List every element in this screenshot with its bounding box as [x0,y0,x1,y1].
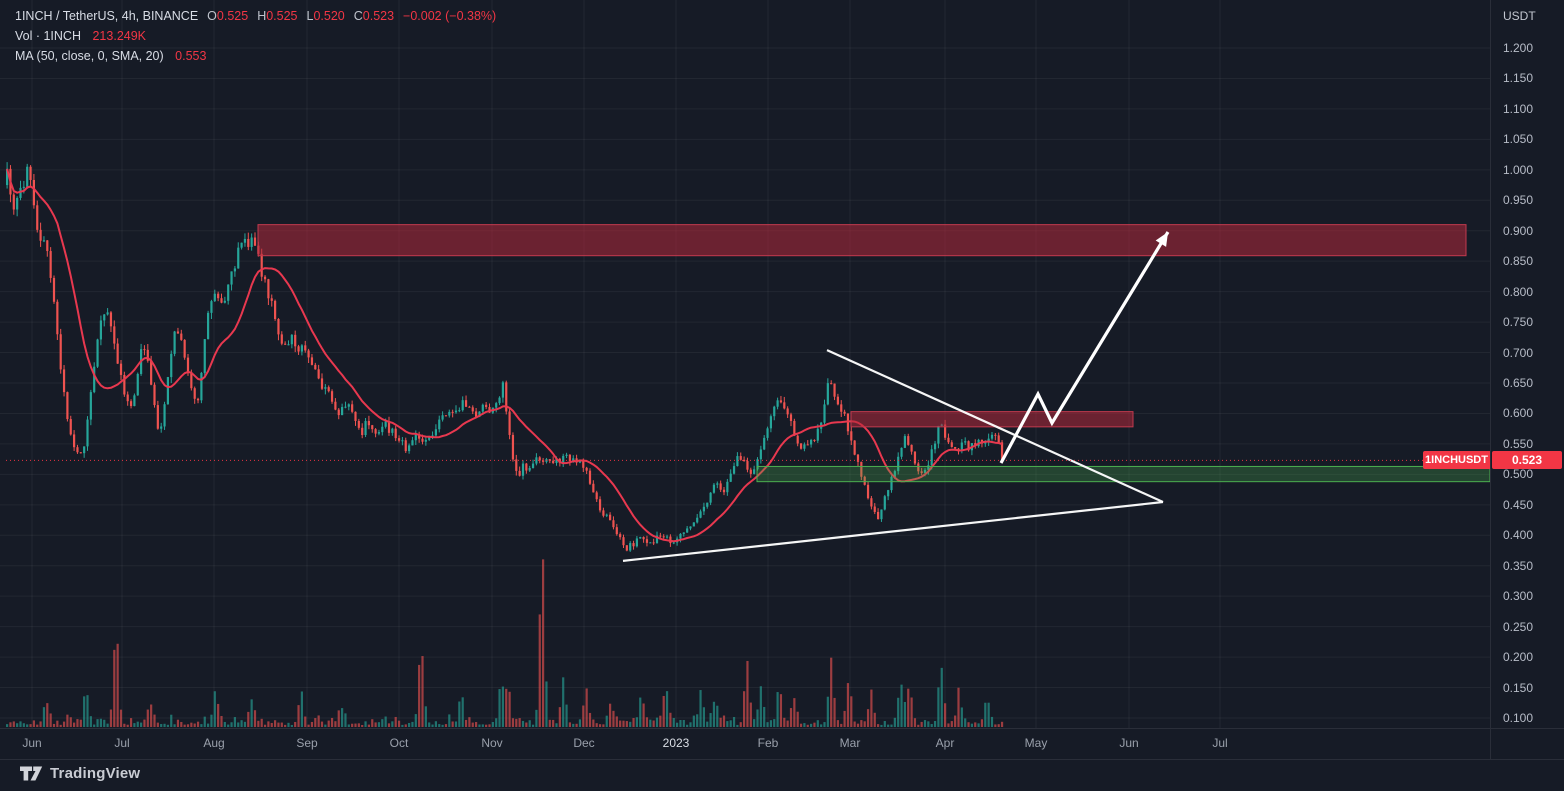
volume-value: 213.249K [92,29,147,43]
ma-indicator-label[interactable]: MA (50, close, 0, SMA, 20) [15,49,164,63]
price-axis-label: 0.400 [1503,528,1534,543]
ma-50-line [6,168,1003,543]
descending-trendline[interactable] [826,349,1164,504]
price-axis-label: 0.450 [1503,497,1534,512]
price-axis-label: 0.500 [1503,467,1534,482]
candles [6,162,1004,552]
legend-volume-row: Vol · 1INCH 213.249K [15,28,496,45]
price-axis-label: 0.200 [1503,650,1534,665]
price-axis-label: 1.000 [1503,162,1534,177]
time-axis-label-feb: Feb [757,736,779,750]
price-axis-label: 0.150 [1503,680,1534,695]
price-axis-label: 0.300 [1503,589,1534,604]
price-axis-label: 0.700 [1503,345,1534,360]
supply-demand-zones [257,224,1491,483]
time-axis-label-aug: Aug [203,736,225,750]
price-axis-label: 1.100 [1503,101,1534,116]
time-axis-label-jun: Jun [1119,736,1139,750]
ascending-trendline[interactable] [622,500,1164,562]
price-axis-label: 0.900 [1503,223,1534,238]
time-axis-label-apr: Apr [935,736,955,750]
demand-zone[interactable] [756,465,1491,483]
ohlc-close-value: 0.523 [362,9,395,23]
price-axis-label: 0.550 [1503,436,1534,451]
last-price-badge: 0.523 [1492,451,1562,469]
grid-lines [0,0,1490,728]
time-axis-label-dec: Dec [573,736,595,750]
price-axis-label: 0.800 [1503,284,1534,299]
ohlc-close-key: C [353,9,363,23]
ohlc-open-key: O [207,9,217,23]
price-axis-label: 1.150 [1503,71,1534,86]
legend-symbol-row: 1INCH / TetherUS, 4h, BINANCE O0.525 H0.52… [15,8,496,25]
price-axis-label: 0.850 [1503,254,1534,269]
price-axis-label: 0.100 [1503,711,1534,725]
projection-arrow[interactable] [999,231,1170,464]
symbol-title[interactable]: 1INCH / TetherUS, 4h, BINANCE [15,9,199,23]
price-axis-label: 0.600 [1503,406,1534,421]
projection-arrow-head [1155,232,1168,247]
time-axis-label-2023: 2023 [662,736,690,750]
price-axis-label: 0.650 [1503,376,1534,390]
legend-ma-row: MA (50, close, 0, SMA, 20) 0.553 [15,48,496,65]
tradingview-logo-text: TradingView [50,765,141,782]
price-axis-label: 0.950 [1503,193,1534,208]
ohlc-low-key: L [306,9,314,23]
price-axis-label: 0.250 [1503,619,1534,634]
ohlc-high-key: H [257,9,267,23]
ma-value: 0.553 [175,49,207,63]
time-axis-label-oct: Oct [389,736,409,750]
time-axis-label-jul: Jul [114,736,130,750]
price-axis-label: 0.750 [1503,315,1534,330]
price-axis-label: 1.200 [1503,41,1534,55]
time-axis-label-may: May [1024,736,1048,750]
price-axis[interactable]: USDT 1.200 1.150 1.100 1.050 1.000 0.950 0.900… [1491,0,1564,759]
ohlc-high-value: 0.525 [266,9,298,23]
time-axis-label-nov: Nov [481,736,503,750]
price-axis-label: 0.350 [1503,558,1534,573]
volume-bars [6,559,1004,727]
time-axis-label-mar: Mar [839,736,861,750]
price-axis-unit: USDT [1503,9,1536,23]
price-axis-label: 1.050 [1503,132,1534,147]
price-change: −0.002 (−0.38%) [403,9,497,23]
symbol-price-label: 1INCHUSDT [1423,451,1490,469]
ohlc-open-value: 0.525 [216,9,249,23]
symbol-legend: 1INCH / TetherUS, 4h, BINANCE O0.525 H0.52… [15,8,496,68]
time-axis-label-jun: Jun [22,736,42,750]
time-axis-label-jul: Jul [1212,736,1228,750]
time-axis[interactable]: Jun Jul Aug Sep Oct Nov Dec 2023 Feb Mar Apr May Jun… [0,728,1564,759]
tradingview-logo[interactable]: TradingView [20,764,140,783]
tradingview-logo-icon [20,766,43,781]
supply-zone-mid[interactable] [850,411,1134,428]
volume-indicator-label[interactable]: Vol · 1INCH [15,29,81,43]
time-axis-label-sep: Sep [296,736,318,750]
ohlc-low-value: 0.520 [313,9,345,23]
supply-zone-upper[interactable] [257,224,1467,257]
